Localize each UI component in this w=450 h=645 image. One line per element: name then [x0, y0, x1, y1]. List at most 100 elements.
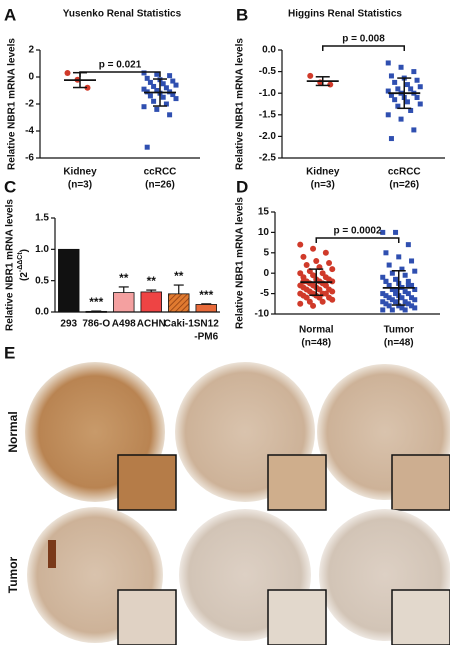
data-point: [386, 303, 392, 309]
data-point: [405, 242, 411, 248]
y-tick-label: 1.5: [35, 213, 49, 224]
y-tick-label: 0.5: [35, 275, 49, 286]
data-point: [405, 278, 411, 284]
data-point: [386, 262, 392, 268]
y-tick-label: 10: [258, 227, 270, 238]
data-point: [322, 282, 329, 289]
data-point: [402, 289, 408, 295]
data-point: [144, 75, 150, 81]
x-tick-label: 293: [60, 319, 77, 330]
data-point: [383, 250, 389, 256]
data-point: [380, 274, 386, 280]
data-point: [380, 291, 386, 297]
data-point: [386, 295, 392, 301]
x-tick-label: (n=48): [301, 338, 331, 349]
y-tick-label: 5: [263, 247, 269, 258]
significance: **: [174, 269, 184, 283]
data-point: [385, 60, 391, 66]
x-tick-label: (n=3): [311, 180, 335, 191]
data-point: [167, 112, 173, 118]
row-label: Tumor: [6, 556, 20, 593]
unit-part: ): [19, 249, 30, 252]
data-point: [144, 144, 150, 150]
data-point: [399, 266, 405, 272]
inset: [267, 589, 327, 645]
data-point: [327, 81, 334, 88]
bar: [58, 248, 80, 313]
data-point: [313, 257, 320, 264]
y-tick-label: -10: [255, 309, 270, 320]
data-point: [412, 287, 418, 293]
inset: [391, 589, 450, 645]
data-point: [408, 107, 414, 113]
data-point: [386, 282, 392, 288]
data-point: [399, 295, 405, 301]
y-axis-label: Relative NBR1 mRNA levels: [235, 197, 246, 329]
data-point: [398, 64, 404, 70]
inset: [117, 454, 177, 511]
y-tick-label: 1.0: [35, 244, 49, 255]
significance: **: [147, 274, 157, 288]
y-tick-label: -2: [25, 99, 34, 110]
data-point: [417, 84, 423, 90]
x-tick-label: SN12: [194, 319, 219, 330]
data-point: [409, 282, 415, 288]
data-point: [393, 299, 399, 305]
significance: ***: [89, 295, 103, 309]
significance: ***: [199, 288, 213, 302]
data-point: [393, 287, 399, 293]
data-point: [84, 84, 91, 91]
row-label: Normal: [6, 411, 20, 452]
data-point: [173, 82, 179, 88]
data-point: [297, 300, 304, 307]
data-point: [310, 272, 317, 279]
data-point: [310, 302, 317, 309]
y-tick-label: -1.5: [259, 109, 277, 120]
data-point: [297, 241, 304, 248]
x-tick-label: Kidney: [63, 167, 97, 178]
x-tick-label: Tumor: [384, 325, 414, 336]
data-point: [405, 291, 411, 297]
data-point: [404, 99, 410, 105]
data-point: [380, 229, 386, 235]
p-value: p = 0.008: [342, 34, 385, 45]
data-point: [395, 86, 401, 92]
data-point: [319, 298, 326, 305]
data-point: [329, 288, 336, 295]
stain: [48, 540, 56, 568]
panel-letter: B: [236, 5, 248, 24]
data-point: [388, 136, 394, 142]
y-tick-label: -5: [260, 288, 269, 299]
y-tick-label: -2.0: [259, 131, 277, 142]
chart-title: Yusenko Renal Statistics: [63, 9, 182, 20]
data-point: [411, 127, 417, 133]
x-tick-label: (n=26): [389, 180, 419, 191]
data-point: [170, 78, 176, 84]
data-point: [409, 258, 415, 264]
unit-exp: -ΔΔCt: [17, 252, 24, 272]
x-tick-label: ccRCC: [144, 167, 177, 178]
data-point: [385, 88, 391, 94]
inset: [117, 589, 177, 645]
data-point: [147, 79, 153, 85]
data-point: [160, 94, 166, 100]
data-point: [412, 297, 418, 303]
x-tick-label: (n=26): [145, 180, 175, 191]
data-point: [154, 88, 160, 93]
panel-letter: C: [4, 177, 16, 196]
x-tick-label: ACHN: [137, 319, 166, 330]
data-point: [64, 69, 71, 76]
bar: [113, 292, 135, 313]
x-tick-label: 786-O: [82, 319, 110, 330]
panel-letter: A: [4, 5, 16, 24]
data-point: [402, 307, 408, 313]
data-point: [388, 92, 394, 98]
y-axis-unit: (2-ΔΔCt): [17, 249, 30, 281]
data-point: [402, 299, 408, 305]
data-point: [414, 95, 420, 101]
inset: [391, 454, 450, 511]
data-point: [154, 106, 160, 112]
p-value: p = 0.0002: [333, 226, 382, 237]
data-point: [154, 71, 160, 77]
data-point: [322, 290, 329, 297]
